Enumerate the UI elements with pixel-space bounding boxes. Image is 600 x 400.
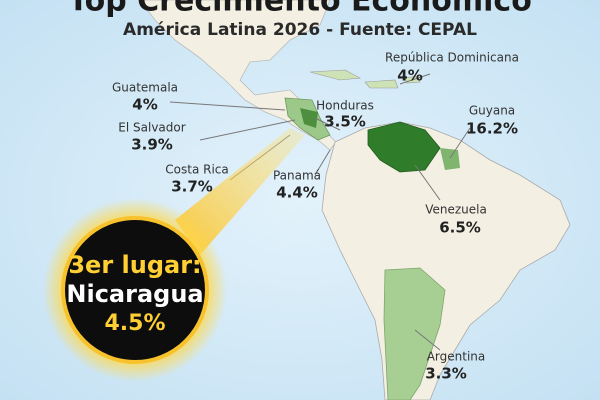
country-name: Guatemala bbox=[112, 81, 178, 95]
country-label: 4.4% bbox=[276, 184, 318, 202]
nicaragua-shape bbox=[300, 108, 318, 128]
country-name: Honduras bbox=[316, 99, 374, 113]
country-label: 6.5% bbox=[439, 219, 481, 237]
callout-circle bbox=[61, 216, 209, 364]
caribbean bbox=[309, 69, 421, 89]
guyana-shape bbox=[440, 148, 460, 170]
country-label: 3.3% bbox=[425, 365, 467, 383]
highlight-rank: 3er lugar: bbox=[68, 251, 201, 279]
country-label: 4% bbox=[397, 67, 422, 85]
country-label: 3.9% bbox=[131, 136, 173, 154]
argentina-shape bbox=[383, 267, 446, 400]
country-label: 3.7% bbox=[171, 178, 213, 196]
country-name: Panamá bbox=[273, 169, 321, 183]
country-name: República Dominicana bbox=[385, 51, 519, 65]
highlight-name: Nicaragua bbox=[66, 280, 203, 308]
country-name: El Salvador bbox=[118, 121, 185, 135]
country-label: 3.5% bbox=[324, 113, 366, 131]
country-label: 16.2% bbox=[466, 120, 518, 138]
country-name: Guyana bbox=[469, 104, 515, 118]
country-name: Venezuela bbox=[425, 203, 487, 217]
country-label: 4% bbox=[132, 96, 157, 114]
country-name: Argentina bbox=[427, 350, 486, 364]
subtitle: América Latina 2026 - Fuente: CEPAL bbox=[123, 20, 477, 40]
venezuela-shape bbox=[367, 121, 441, 173]
country-name: Costa Rica bbox=[165, 163, 228, 177]
title: Top Crecimiento Económico bbox=[68, 0, 532, 19]
callout-beam bbox=[175, 128, 305, 255]
land-south bbox=[321, 121, 571, 400]
highlight-label: 4.5% bbox=[104, 311, 165, 336]
